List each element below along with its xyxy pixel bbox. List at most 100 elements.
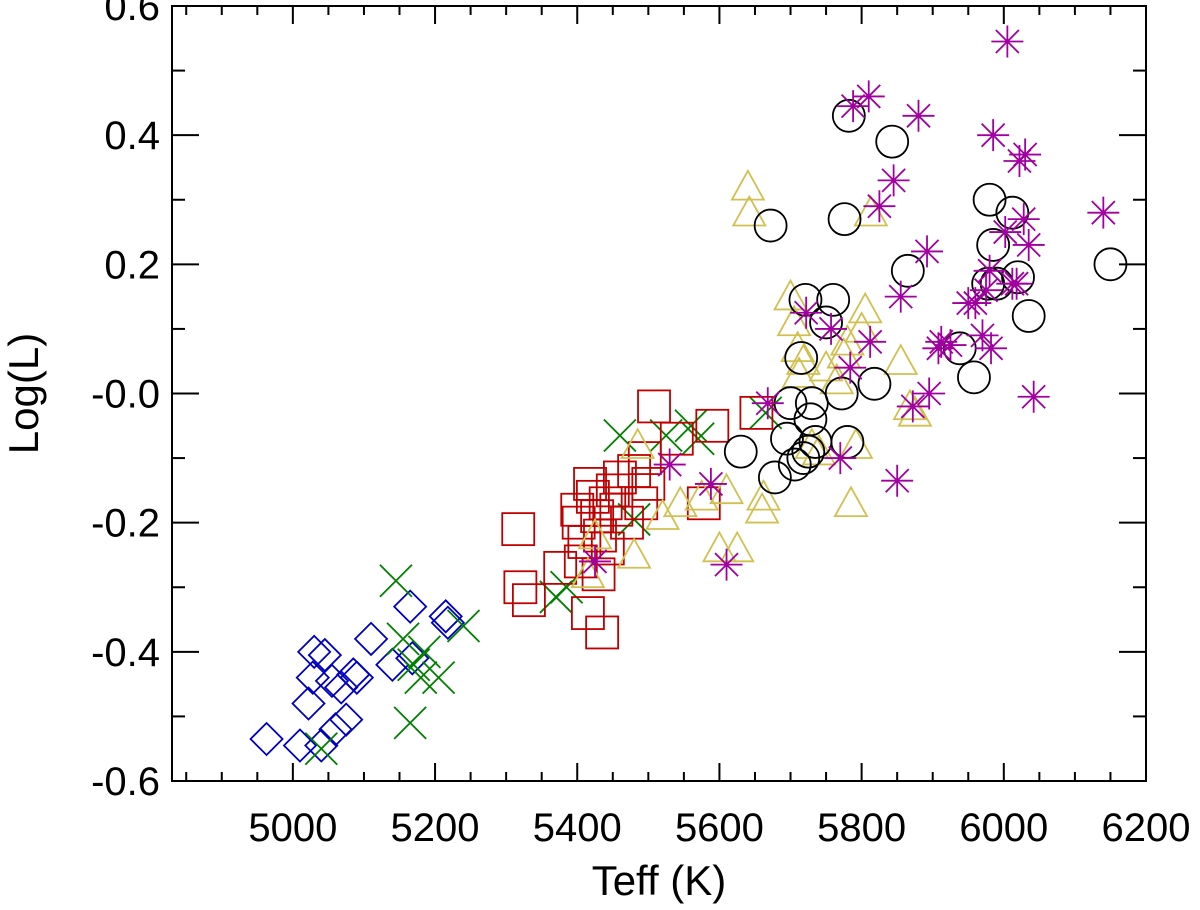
cross-point: [674, 409, 708, 443]
cross-point: [393, 706, 427, 740]
diamond-point: [430, 605, 466, 641]
x-tick-label: 6000: [959, 806, 1048, 850]
asterisk-point: [854, 325, 887, 358]
triangle-point: [829, 323, 865, 356]
triangle-point: [744, 491, 780, 524]
square-point: [617, 454, 652, 488]
triangle-point: [731, 194, 767, 227]
square-point: [588, 486, 623, 521]
cross-point: [304, 732, 338, 766]
asterisk-point: [959, 287, 992, 320]
y-tick-label: -0.6: [91, 760, 160, 804]
triangle-point: [776, 304, 812, 337]
circle-point: [794, 386, 829, 421]
series-diamonds: [249, 589, 466, 763]
circle-point: [1001, 260, 1035, 295]
y-tick-label: -0.4: [91, 631, 160, 675]
x-tick-label: 6200: [1102, 806, 1191, 850]
asterisk-point: [1012, 228, 1045, 261]
square-point: [659, 421, 694, 456]
asterisk-point: [852, 80, 885, 113]
diamond-point: [318, 712, 353, 747]
x-tick-label: 5600: [675, 806, 764, 850]
cross-point: [446, 609, 481, 643]
triangle-point: [819, 362, 855, 395]
circle-point: [723, 434, 758, 469]
circle-point: [824, 376, 859, 411]
circle-point: [890, 253, 925, 288]
y-tick-label: 0.6: [104, 0, 160, 29]
square-point: [695, 408, 730, 443]
asterisk-point: [751, 387, 784, 420]
square-point: [637, 389, 671, 424]
circle-point: [777, 447, 812, 482]
circle-point: [976, 228, 1011, 262]
x-tick-label: 5000: [248, 806, 337, 850]
circle-point: [957, 360, 991, 395]
triangle-point: [662, 485, 698, 517]
y-tick-label: -0.2: [91, 502, 160, 546]
triangle-point: [701, 530, 737, 563]
square-point: [610, 505, 644, 540]
triangle-point: [616, 537, 652, 569]
asterisk-point: [1087, 196, 1120, 229]
triangle-point: [833, 485, 869, 517]
series-asterisks: [579, 25, 1120, 581]
triangle-point: [719, 530, 755, 563]
square-point: [739, 395, 774, 430]
circle-point: [816, 282, 851, 317]
square-point: [585, 615, 620, 650]
circle-point: [753, 208, 788, 243]
series-crosses: [304, 396, 783, 766]
square-point: [575, 479, 610, 514]
asterisk-point: [1000, 267, 1033, 300]
circle-point: [972, 182, 1007, 217]
diamond-point: [328, 702, 364, 737]
diamond-point: [323, 670, 359, 705]
cross-point: [603, 418, 637, 453]
cross-point: [681, 422, 715, 456]
asterisk-point: [881, 464, 914, 497]
asterisk-point: [966, 319, 999, 352]
asterisk-point: [975, 332, 1008, 365]
asterisk-point: [694, 467, 727, 500]
circle-point: [857, 366, 892, 401]
y-tick-label: -0.0: [91, 373, 160, 417]
asterisk-point: [653, 448, 686, 481]
data-marks: [249, 25, 1128, 766]
diamond-point: [249, 721, 284, 757]
series-triangles: [570, 168, 933, 589]
square-point: [561, 505, 596, 540]
asterisk-point: [902, 99, 935, 132]
x-tick-label: 5400: [533, 806, 622, 850]
diamond-point: [291, 686, 326, 721]
asterisk-point: [579, 545, 612, 578]
x-axis-label: Teff (K): [592, 857, 727, 904]
asterisk-point: [934, 329, 967, 362]
circle-point: [827, 202, 862, 237]
diamond-point: [375, 647, 410, 683]
axes: 5000 5200 5400 5600 5800 6000 6200 -0.6 -0.4 -0.2…: [91, 0, 1190, 850]
asterisk-point: [913, 377, 946, 410]
circle-point: [757, 460, 792, 495]
circle-point: [1093, 247, 1128, 282]
asterisk-point: [970, 274, 1003, 307]
asterisk-point: [1009, 138, 1042, 171]
square-point: [624, 486, 659, 521]
square-point: [543, 550, 578, 585]
circle-point: [784, 341, 819, 375]
x-tick-label: 5800: [817, 806, 906, 850]
square-point: [503, 570, 538, 605]
asterisk-point: [790, 296, 823, 329]
diamond-point: [392, 589, 428, 624]
cross-point: [379, 564, 413, 598]
diamond-point: [282, 728, 318, 763]
circle-point: [875, 124, 910, 159]
cross-point: [421, 661, 456, 695]
triangle-point: [709, 472, 745, 505]
asterisk-point: [710, 548, 743, 581]
cross-point: [397, 648, 431, 682]
square-point: [501, 512, 536, 547]
circle-point: [1011, 299, 1046, 333]
